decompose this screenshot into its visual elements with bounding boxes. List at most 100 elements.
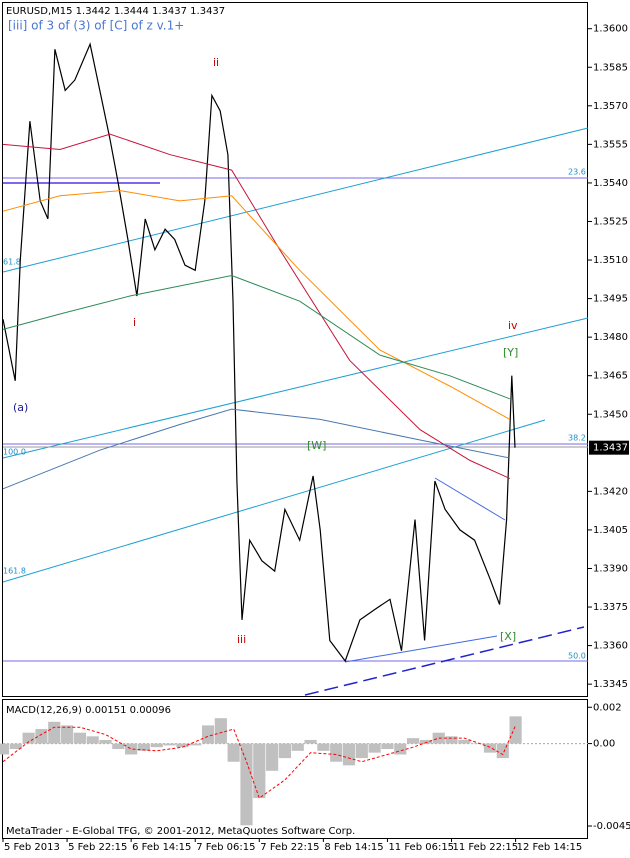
wave-label: (a) xyxy=(13,401,28,414)
signal-line xyxy=(2,725,517,799)
y-tick-label: 1.3480 xyxy=(593,332,628,343)
histogram-bar xyxy=(458,739,471,744)
histogram-bar xyxy=(432,732,445,744)
y-tick-label: 1.3420 xyxy=(593,486,628,497)
series-line xyxy=(2,42,516,663)
histogram-bar xyxy=(266,743,279,771)
series-line xyxy=(2,190,511,420)
histogram-bar xyxy=(509,716,522,744)
x-tick-label: 8 Feb 14:15 xyxy=(324,842,383,853)
histogram-bar xyxy=(214,718,227,744)
histogram-bar xyxy=(304,739,317,744)
histogram-bar xyxy=(60,725,74,744)
fib-label: 61.8 xyxy=(3,258,21,267)
subtitle: [iii] of 3 of (3) of [C] of z v.1+ xyxy=(8,19,184,33)
wave-label: ii xyxy=(213,56,219,69)
x-tick-label: 5 Feb 2013 xyxy=(4,842,60,853)
y-tick-label: 1.3375 xyxy=(593,602,628,613)
histogram-bar xyxy=(394,743,407,755)
x-tick-label: 12 Feb 14:15 xyxy=(517,842,583,853)
histogram-bar xyxy=(9,743,22,750)
histogram-bar xyxy=(317,743,330,751)
wave-label: i xyxy=(133,316,136,329)
y-tick-label: 1.3570 xyxy=(593,101,628,112)
histogram-bar xyxy=(291,743,304,751)
histogram-bar xyxy=(253,743,266,799)
series-line xyxy=(2,408,510,490)
histogram-bar xyxy=(125,743,138,755)
histogram-bar xyxy=(0,743,10,755)
y-tick-label: 1.3540 xyxy=(593,178,628,189)
histogram-bar xyxy=(176,743,189,748)
wave-label: [W] xyxy=(307,439,326,452)
x-tick-label: 7 Feb 06:15 xyxy=(196,842,255,853)
price-label: 1.3437 xyxy=(593,443,628,454)
trend-line xyxy=(344,635,498,663)
fib-label: 50.0 xyxy=(568,652,586,661)
x-tick-label: 11 Feb 22:15 xyxy=(453,842,519,853)
y-tick-label: 1.3495 xyxy=(593,294,628,305)
y-tick-label: 0.00 xyxy=(593,739,615,750)
footer: MetaTrader - E-Global TFG, © 2001-2012, … xyxy=(6,826,355,837)
trend-line xyxy=(434,477,506,521)
histogram-bar xyxy=(240,743,253,826)
histogram-bar xyxy=(330,743,343,762)
fib-label: 100.0 xyxy=(3,448,26,457)
histogram-bar xyxy=(35,729,48,744)
y-tick-label: 1.3450 xyxy=(593,409,628,420)
histogram-bar xyxy=(73,732,86,744)
y-tick-label: -0.00454 xyxy=(593,821,630,832)
histogram-bar xyxy=(471,743,484,745)
chart-title: EURUSD,M15 1.3442 1.3444 1.3437 1.3437 xyxy=(6,6,225,17)
histogram-bar xyxy=(22,732,35,744)
fib-label: 38.2 xyxy=(568,434,586,443)
wave-label: [X] xyxy=(500,630,516,643)
y-tick-label: 1.3525 xyxy=(593,216,628,227)
histogram-bar xyxy=(355,743,368,759)
drawings xyxy=(2,127,589,696)
y-tick-label: 1.3390 xyxy=(593,563,628,574)
fib-label: 23.6 xyxy=(568,168,586,177)
annotations: ii i iii iv [Y] [W] [X] (a) 23.6 38.2 50… xyxy=(3,56,586,661)
macd-panel xyxy=(2,699,588,839)
wave-label: [Y] xyxy=(503,346,518,359)
histogram-bar xyxy=(189,743,202,746)
channel-line xyxy=(2,127,589,273)
histogram-bar xyxy=(368,743,381,753)
channel-line xyxy=(2,317,589,459)
y-tick-label: 1.3345 xyxy=(593,679,628,690)
y-tick-label: 1.3465 xyxy=(593,371,628,382)
fib-label: 161.8 xyxy=(3,567,26,576)
wave-label: iv xyxy=(508,319,518,332)
series-line xyxy=(2,274,510,400)
histogram-bar xyxy=(150,743,163,748)
histogram-bar xyxy=(201,725,215,744)
dashed-line xyxy=(304,626,585,696)
histogram-bar xyxy=(112,743,125,750)
y-tick-label: 1.3510 xyxy=(593,255,628,266)
histogram-bar xyxy=(137,743,151,751)
histogram-bar xyxy=(342,743,356,766)
y-tick-label: 1.3585 xyxy=(593,62,628,73)
macd-title: MACD(12,26,9) 0.00151 0.00096 xyxy=(6,705,171,716)
histogram-bar xyxy=(381,743,394,750)
y-tick-label: 1.3555 xyxy=(593,139,628,150)
histogram-bar xyxy=(163,743,176,746)
histogram-bar xyxy=(406,738,420,744)
y-tick-label: 1.3600 xyxy=(593,24,628,35)
histogram-bar xyxy=(483,743,497,753)
histogram-bar xyxy=(419,739,432,744)
histogram-bar xyxy=(445,736,458,744)
y-tick-label: 1.3360 xyxy=(593,641,628,652)
x-tick-label: 5 Feb 22:15 xyxy=(68,842,127,853)
histogram-bar xyxy=(278,743,292,759)
price-box xyxy=(589,440,629,455)
y-tick-label: 1.3405 xyxy=(593,525,628,536)
x-tick-label: 7 Feb 22:15 xyxy=(260,842,319,853)
histogram-bar xyxy=(227,743,240,762)
main-panel xyxy=(2,2,588,697)
x-tick-label: 6 Feb 14:15 xyxy=(132,842,191,853)
wave-label: iii xyxy=(237,633,246,646)
